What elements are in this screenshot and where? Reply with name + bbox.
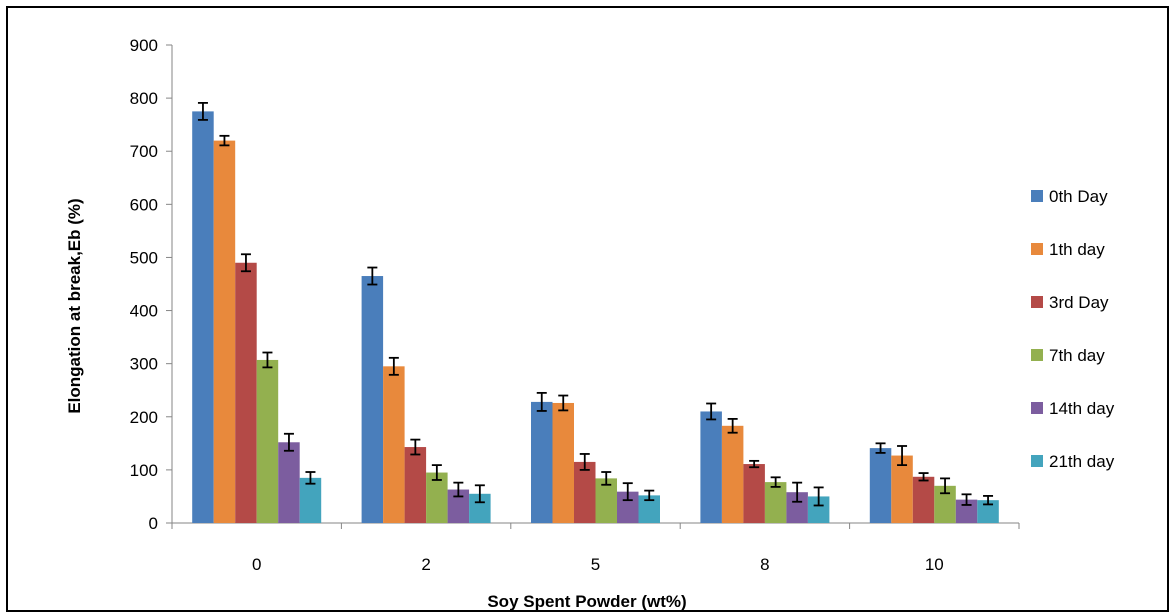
bars — [192, 103, 999, 523]
legend-label: 14th day — [1049, 399, 1115, 418]
legend-label: 0th Day — [1049, 187, 1108, 206]
bar — [870, 448, 892, 523]
x-axis: 0 2 5 8 10 — [172, 523, 1019, 574]
bar — [700, 411, 722, 523]
bar — [383, 366, 405, 523]
bar — [405, 447, 427, 523]
y-tick-label: 100 — [130, 461, 158, 480]
y-tick-label: 200 — [130, 408, 158, 427]
bar — [278, 442, 300, 523]
legend-label: 7th day — [1049, 346, 1105, 365]
y-axis: 0 100 200 300 400 500 600 700 800 900 — [130, 36, 172, 533]
y-tick-label: 800 — [130, 89, 158, 108]
legend-label: 21th day — [1049, 452, 1115, 471]
legend-swatch — [1031, 296, 1043, 308]
legend-swatch — [1031, 402, 1043, 414]
x-tick-label: 8 — [760, 555, 769, 574]
bar — [531, 402, 553, 523]
bar — [743, 464, 765, 523]
y-tick-label: 400 — [130, 302, 158, 321]
bar — [214, 141, 236, 523]
bar — [235, 263, 257, 523]
bar — [722, 426, 744, 523]
x-axis-label: Soy Spent Powder (wt%) — [487, 592, 686, 611]
bar — [574, 462, 596, 523]
bar — [765, 482, 787, 523]
legend-swatch — [1031, 243, 1043, 255]
legend-label: 3rd Day — [1049, 293, 1109, 312]
bar — [913, 477, 935, 523]
y-tick-label: 600 — [130, 195, 158, 214]
legend: 0th Day 1th day 3rd Day 7th day 14th day 21th… — [1031, 187, 1115, 471]
y-axis-label: Elongation at break,Eb (%) — [65, 198, 84, 413]
bar — [192, 111, 214, 523]
x-tick-label: 10 — [925, 555, 944, 574]
legend-label: 1th day — [1049, 240, 1105, 259]
bar — [257, 360, 279, 523]
x-tick-label: 0 — [252, 555, 261, 574]
legend-swatch — [1031, 455, 1043, 467]
bar — [362, 276, 384, 523]
legend-swatch — [1031, 190, 1043, 202]
y-tick-label: 500 — [130, 248, 158, 267]
y-tick-label: 0 — [149, 514, 158, 533]
bar — [300, 478, 322, 523]
legend-swatch — [1031, 349, 1043, 361]
x-tick-label: 5 — [591, 555, 600, 574]
y-tick-label: 700 — [130, 142, 158, 161]
bar — [553, 403, 575, 523]
y-tick-label: 900 — [130, 36, 158, 55]
y-tick-label: 300 — [130, 355, 158, 374]
x-tick-label: 2 — [421, 555, 430, 574]
